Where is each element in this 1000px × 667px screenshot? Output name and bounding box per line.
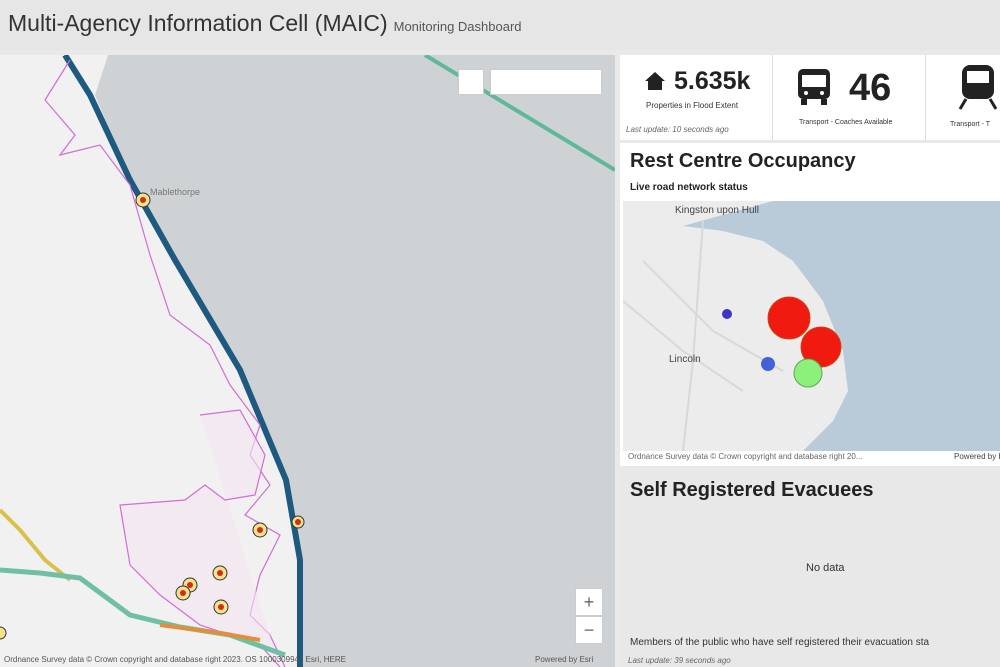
rest-centre-panel: Rest Centre Occupancy Live road network … xyxy=(620,143,1000,466)
indicator-row: 5.635k Properties in Flood Extent Last u… xyxy=(620,55,1000,140)
sea xyxy=(95,55,615,667)
mini-map[interactable]: Kingston upon Hull Lincoln xyxy=(623,201,1000,451)
map-toolbar[interactable] xyxy=(490,69,602,95)
powered-by: Powered by Esri xyxy=(954,452,1000,461)
indicator: Transport - T xyxy=(926,55,1000,140)
self-registered-panel: Self Registered Evacuees No data Members… xyxy=(620,470,1000,667)
header: Multi-Agency Information Cell (MAIC) Moni… xyxy=(0,0,1000,50)
bubble xyxy=(761,357,775,371)
flood-zone xyxy=(62,55,303,667)
zoom-in[interactable]: + xyxy=(575,588,603,616)
map-canvas: Mablethorpe xyxy=(0,55,615,667)
road xyxy=(0,508,72,582)
description: Members of the public who have self regi… xyxy=(630,637,930,648)
house-icon xyxy=(645,72,665,90)
boundary xyxy=(119,409,281,667)
map[interactable]: Mablethorpe + − Ordnance Survey data © C… xyxy=(0,55,615,667)
panel-subtitle: Live road network status xyxy=(630,182,748,193)
title-text: Multi-Agency Information Cell (MAIC) xyxy=(8,10,388,36)
train-icon xyxy=(958,65,998,110)
no-data: No data xyxy=(806,562,845,574)
zoom-out[interactable]: − xyxy=(575,616,603,644)
last-update: Last update: 10 seconds ago xyxy=(626,125,729,134)
attribution: Ordnance Survey data © Crown copyright a… xyxy=(4,655,346,664)
place-label: Mablethorpe xyxy=(150,187,200,197)
sea xyxy=(683,201,1000,451)
road xyxy=(423,55,615,172)
bubble xyxy=(767,296,811,340)
subtitle: Monitoring Dashboard xyxy=(393,19,522,34)
powered-by: Powered by Esri xyxy=(535,655,594,664)
panel-title: Self Registered Evacuees xyxy=(630,479,874,501)
road xyxy=(159,623,261,642)
sites xyxy=(0,192,305,640)
indicator: 5.635k Properties in Flood Extent Last u… xyxy=(620,55,773,140)
title: Multi-Agency Information Cell (MAIC) Moni… xyxy=(8,10,522,37)
place-label: Lincoln xyxy=(669,354,701,365)
indicator-value: 5.635k xyxy=(674,67,751,95)
attribution: Ordnance Survey data © Crown copyright a… xyxy=(628,452,863,461)
indicator-value: 46 xyxy=(849,67,892,109)
boundary xyxy=(44,59,286,667)
last-update: Last update: 39 seconds ago xyxy=(628,656,731,665)
bubble xyxy=(722,309,732,319)
bus-icon xyxy=(798,69,830,105)
indicator-label: Transport - T xyxy=(950,121,991,128)
indicator-label: Transport - Coaches Available xyxy=(799,119,893,126)
place-label: Kingston upon Hull xyxy=(675,205,759,216)
search-button[interactable] xyxy=(458,69,484,95)
bubble xyxy=(793,358,823,388)
indicator-label: Properties in Flood Extent xyxy=(646,101,739,110)
panel-title: Rest Centre Occupancy xyxy=(630,150,856,172)
indicator: 46 Transport - Coaches Available xyxy=(773,55,926,140)
